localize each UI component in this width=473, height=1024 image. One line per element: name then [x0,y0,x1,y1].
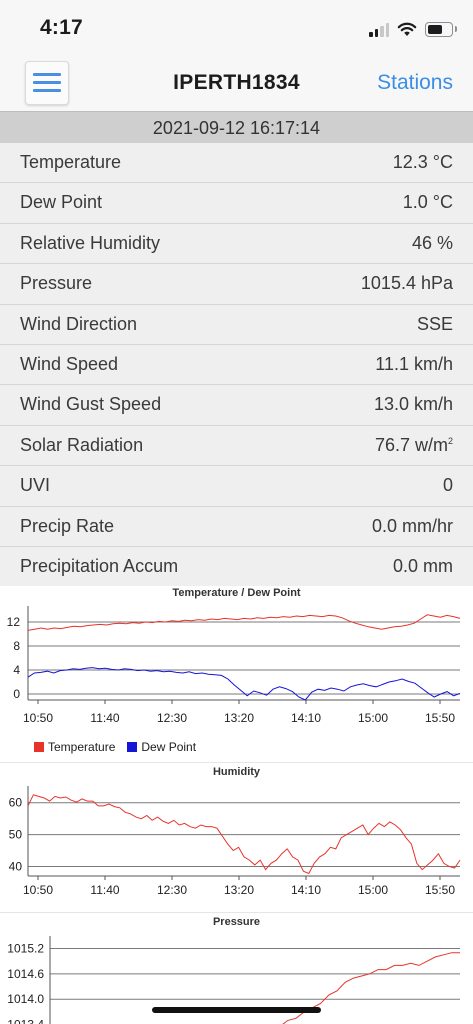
y-tick-label: 60 [9,796,23,810]
y-tick-label: 1014.6 [7,967,44,981]
y-tick-label: 1014.0 [7,992,44,1006]
status-time: 4:17 [40,16,83,39]
x-tick-label: 12:30 [157,711,187,725]
x-tick-label: 15:50 [425,711,455,725]
chart-title-temp-dew: Temperature / Dew Point [172,587,301,599]
x-tick-label: 10:50 [23,711,53,725]
pressure-chart: 1015.2 1014.6 1014.0 1013.4 [7,936,460,1024]
legend-item-temperature: Temperature [34,740,115,754]
x-tick-label: 11:40 [90,711,119,725]
obs-label: Relative Humidity [20,232,161,253]
obs-value: 1.0 °C [402,192,453,213]
observations-list: Temperature 12.3 °C Dew Point 1.0 °C Rel… [0,143,473,587]
obs-value: 76.7 w/m2 [375,435,453,456]
x-tick-label: 10:50 [23,883,53,897]
y-tick-label: 0 [13,687,20,701]
obs-label: Pressure [20,273,93,294]
obs-label: Precipitation Accum [20,555,179,576]
menu-button[interactable] [25,61,69,105]
obs-row-uvi: UVI 0 [0,466,473,507]
obs-value: 0.0 mm/hr [371,515,453,536]
obs-label: UVI [20,475,51,496]
obs-row-precipitation-accum: Precipitation Accum 0.0 mm [0,547,473,586]
obs-value: 0 [442,475,453,496]
chart-divider [0,762,473,763]
x-tick-label: 12:30 [157,883,187,897]
obs-row-solar-radiation: Solar Radiation 76.7 w/m2 [0,426,473,467]
chart-divider [0,912,473,913]
temp-dew-legend: Temperature Dew Point [34,740,196,754]
obs-label: Temperature [20,152,122,172]
wifi-icon [397,22,417,36]
obs-value: SSE [416,313,453,334]
obs-value: 46 % [411,232,453,253]
obs-value: 0.0 mm [392,555,453,576]
obs-row-relative-humidity: Relative Humidity 46 % [0,224,473,265]
home-indicator [152,1007,321,1013]
obs-row-precip-rate: Precip Rate 0.0 mm/hr [0,507,473,547]
stations-button[interactable]: Stations [377,71,453,94]
observation-timestamp: 2021-09-12 16:17:14 [0,111,473,144]
y-tick-label: 40 [9,859,23,873]
series-line-dew-point [27,667,461,701]
series-line-temperature [27,614,461,631]
temp-dew-chart: 12 8 4 010:50 11:40 12:30 13:20 14:10 15:00 15:50 [7,606,461,725]
x-tick-label: 14:10 [291,883,321,897]
obs-label: Solar Radiation [20,434,144,455]
y-tick-label: 1015.2 [7,941,44,955]
x-tick-label: 15:00 [358,883,388,897]
status-bar: 4:17 [0,0,473,56]
hamburger-icon [33,73,61,76]
obs-value: 13.0 km/h [373,394,453,415]
series-line-pressure [282,952,460,1024]
obs-row-wind-speed: Wind Speed 11.1 km/h [0,345,473,386]
battery-icon [425,21,457,37]
y-tick-label: 12 [7,615,21,629]
status-icons [369,18,457,40]
obs-row-temperature: Temperature 12.3 °C [0,143,473,184]
nav-bar: IPERTH1834 Stations [0,56,473,111]
obs-row-wind-direction: Wind Direction SSE [0,305,473,345]
x-tick-label: 14:10 [291,711,321,725]
x-tick-label: 15:50 [425,883,455,897]
obs-label: Wind Direction [20,313,138,334]
legend-swatch-temperature [34,742,44,752]
obs-value-text: 76.7 w/m [374,434,448,455]
legend-swatch-dew-point [127,742,138,752]
chart-title-humidity: Humidity [212,766,261,778]
x-tick-label: 13:20 [224,883,254,897]
y-tick-label: 50 [9,828,23,842]
cellular-signal-icon [369,22,389,37]
obs-value-superscript: 2 [447,435,453,446]
obs-value: 1015.4 hPa [360,273,453,294]
x-tick-label: 13:20 [224,711,254,725]
x-tick-label: 11:40 [90,883,119,897]
legend-item-dew-point: Dew Point [127,740,196,754]
obs-row-dew-point: Dew Point 1.0 °C [0,183,473,224]
obs-value: 11.1 km/h [375,353,453,374]
obs-label: Wind Speed [20,353,119,374]
y-tick-label: 8 [13,639,20,653]
x-tick-label: 15:00 [358,711,388,725]
obs-value: 12.3 °C [392,152,453,172]
y-tick-label: 1013.4 [7,1018,44,1024]
chart-title-pressure: Pressure [212,916,261,928]
station-title: IPERTH1834 [173,71,300,94]
legend-label: Temperature [48,740,116,754]
series-line-humidity [27,794,461,875]
obs-label: Wind Gust Speed [20,394,162,415]
y-tick-label: 4 [13,663,20,677]
obs-row-pressure: Pressure 1015.4 hPa [0,264,473,305]
obs-label: Dew Point [20,192,103,213]
legend-label: Dew Point [141,740,197,754]
obs-row-wind-gust-speed: Wind Gust Speed 13.0 km/h [0,385,473,426]
obs-label: Precip Rate [20,515,115,536]
